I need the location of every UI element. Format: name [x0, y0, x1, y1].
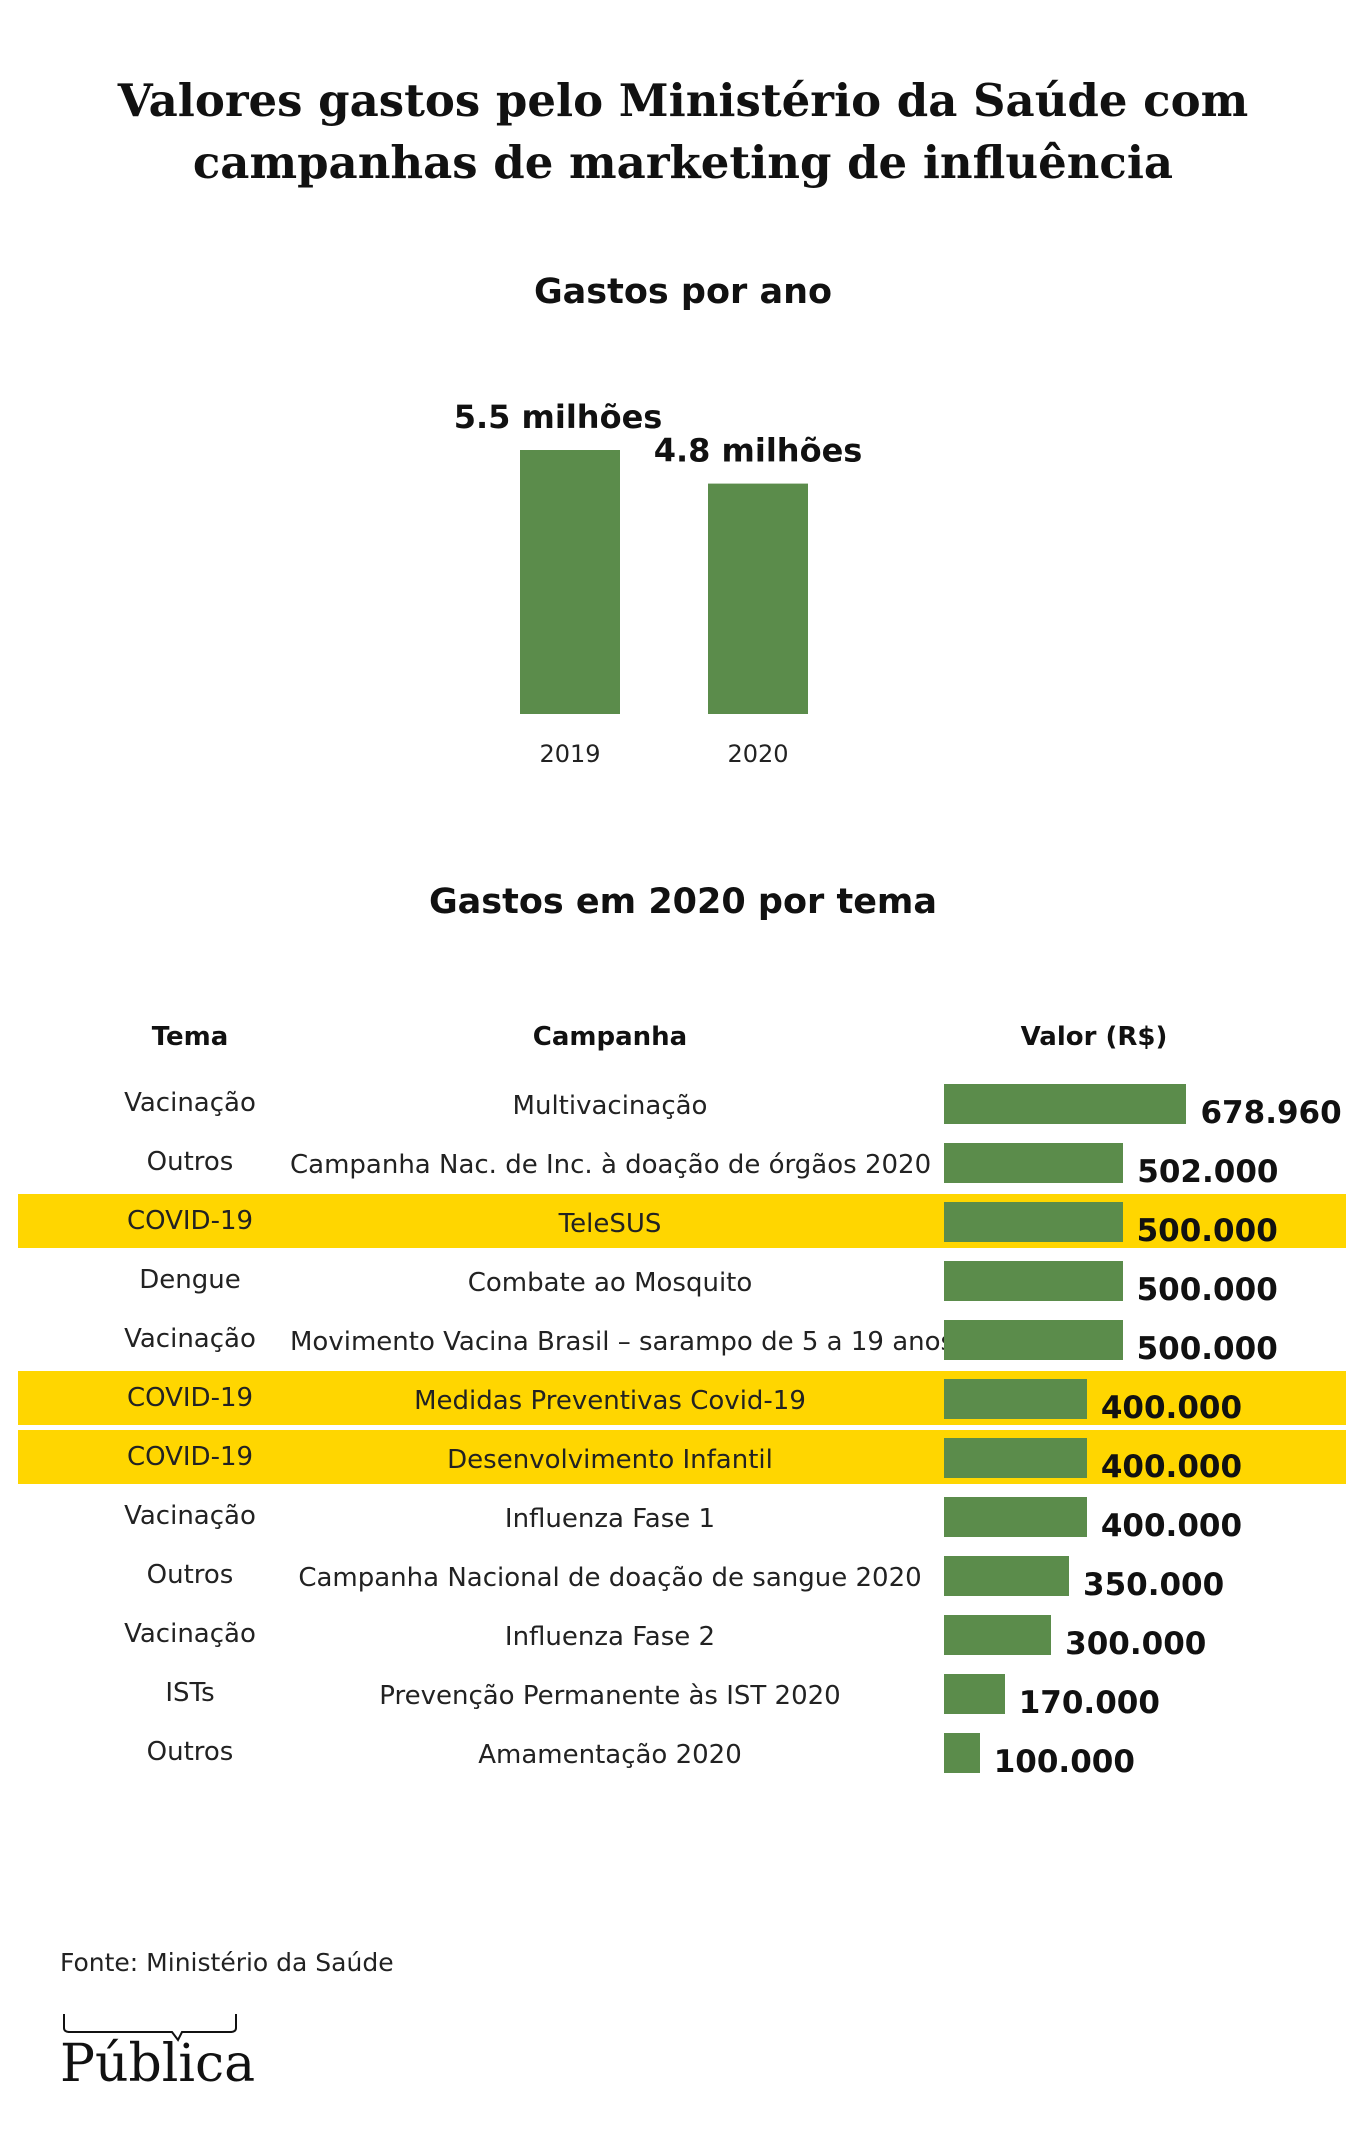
table-row: Outros Amamentação 2020 100.000	[0, 1725, 1366, 1780]
value-bar	[944, 1615, 1052, 1655]
row-campaign: Influenza Fase 2	[504, 1622, 716, 1652]
theme-table-title: Gastos em 2020 por tema	[428, 882, 938, 922]
header-theme: Tema	[151, 1022, 229, 1052]
row-theme: Outros	[146, 1560, 234, 1590]
value-bar	[944, 1202, 1123, 1242]
main-title-line-1: Valores gastos pelo Ministério da Saúde …	[117, 74, 1249, 127]
value-label: 100.000	[993, 1744, 1135, 1780]
row-theme: Outros	[146, 1737, 234, 1767]
highlight-band	[18, 1430, 1346, 1484]
speech-bracket-icon	[63, 2014, 237, 2042]
value-label: 300.000	[1065, 1626, 1207, 1662]
highlight-band	[18, 1194, 1346, 1248]
row-campaign: Amamentação 2020	[478, 1740, 742, 1770]
row-theme: Dengue	[139, 1265, 241, 1295]
table-row: Outros Campanha Nacional de doação de san…	[0, 1548, 1366, 1603]
main-title-line-2: campanhas de marketing de influência	[192, 136, 1174, 189]
table-row: COVID-19 Medidas Preventivas Covid-19 400.…	[0, 1371, 1366, 1426]
value-bar	[944, 1261, 1123, 1301]
row-campaign: Medidas Preventivas Covid-19	[414, 1386, 806, 1416]
row-campaign: Multivacinação	[512, 1091, 708, 1121]
row-theme: Vacinação	[124, 1088, 256, 1118]
row-theme: Vacinação	[124, 1619, 256, 1649]
value-label: 500.000	[1136, 1213, 1278, 1249]
annual-bar-chart: 5.5 milhões 2019 4.8 milhões 2020	[454, 398, 863, 768]
value-bar	[944, 1084, 1187, 1124]
value-bar	[944, 1320, 1123, 1360]
table-row: Dengue Combate ao Mosquito 500.000	[0, 1253, 1366, 1308]
annual-bar-2019	[520, 450, 620, 714]
highlight-band	[18, 1371, 1346, 1425]
value-bar	[944, 1674, 1005, 1714]
value-label: 400.000	[1100, 1449, 1243, 1485]
value-label: 500.000	[1136, 1331, 1278, 1367]
annual-x-tick: 2019	[539, 740, 600, 768]
logo-text: Pública	[60, 2034, 256, 2094]
annual-chart-title: Gastos por ano	[533, 272, 833, 312]
row-campaign: Campanha Nac. de Inc. à doação de órgãos…	[290, 1150, 932, 1180]
table-row: Vacinação Influenza Fase 1 400.000	[0, 1489, 1366, 1544]
value-label: 400.000	[1100, 1390, 1243, 1426]
table-row: Vacinação Movimento Vacina Brasil – saram…	[0, 1312, 1366, 1367]
header-campaign: Campanha	[532, 1022, 688, 1052]
row-theme: ISTs	[165, 1678, 215, 1708]
value-bar	[944, 1556, 1069, 1596]
value-bar	[944, 1733, 980, 1773]
row-campaign: Movimento Vacina Brasil – sarampo de 5 a…	[290, 1327, 955, 1357]
header-value: Valor (R$)	[1020, 1022, 1168, 1052]
table-row: Vacinação Multivacinação 678.960	[0, 1076, 1366, 1131]
row-theme: Vacinação	[124, 1324, 256, 1354]
value-label: 170.000	[1018, 1685, 1160, 1721]
value-label: 502.000	[1137, 1154, 1279, 1190]
row-theme: COVID-19	[126, 1442, 254, 1472]
row-campaign: Campanha Nacional de doação de sangue 20…	[298, 1563, 922, 1593]
main-title: Valores gastos pelo Ministério da Saúde …	[0, 70, 1366, 194]
publica-logo: Pública	[60, 2010, 255, 2094]
table-row: ISTs Prevenção Permanente às IST 2020 170.…	[0, 1666, 1366, 1721]
row-theme: Vacinação	[124, 1501, 256, 1531]
table-row: Outros Campanha Nac. de Inc. à doação de …	[0, 1135, 1366, 1190]
annual-value-label: 5.5 milhões	[454, 398, 663, 436]
value-label: 400.000	[1100, 1508, 1243, 1544]
row-campaign: Prevenção Permanente às IST 2020	[379, 1681, 841, 1711]
table-row: COVID-19 TeleSUS 500.000	[0, 1194, 1366, 1249]
row-theme: COVID-19	[126, 1383, 254, 1413]
row-theme: COVID-19	[126, 1206, 254, 1236]
value-label: 350.000	[1083, 1567, 1225, 1603]
source-note: Fonte: Ministério da Saúde	[60, 1948, 394, 1977]
annual-x-tick: 2020	[727, 740, 788, 768]
row-campaign: TeleSUS	[558, 1209, 662, 1239]
table-row: Vacinação Influenza Fase 2 300.000	[0, 1607, 1366, 1662]
row-campaign: Desenvolvimento Infantil	[447, 1445, 773, 1475]
row-campaign: Influenza Fase 1	[504, 1504, 716, 1534]
annual-value-label: 4.8 milhões	[654, 432, 863, 470]
value-bar	[944, 1143, 1124, 1183]
value-bar	[944, 1438, 1087, 1478]
row-theme: Outros	[146, 1147, 234, 1177]
value-bar	[944, 1379, 1087, 1419]
annual-bar-2020	[708, 483, 808, 714]
table-row: COVID-19 Desenvolvimento Infantil 400.000	[0, 1430, 1366, 1485]
value-bar	[944, 1497, 1087, 1537]
value-label: 500.000	[1136, 1272, 1278, 1308]
row-campaign: Combate ao Mosquito	[467, 1268, 753, 1298]
value-label: 678.960	[1200, 1095, 1342, 1131]
